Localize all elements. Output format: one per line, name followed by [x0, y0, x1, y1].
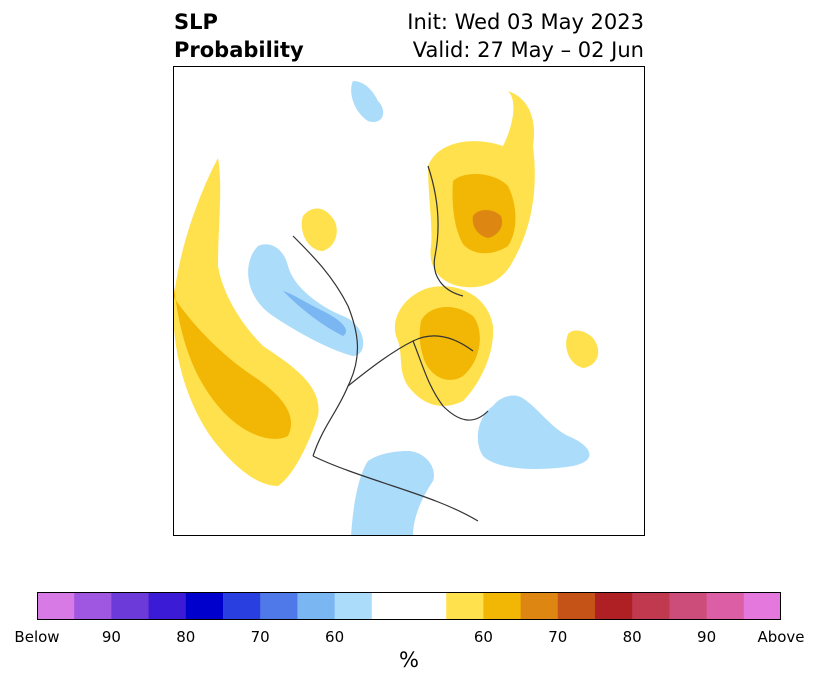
valid-date: Valid: 27 May – 02 Jun — [412, 38, 644, 62]
colorbar-swatch — [446, 592, 484, 620]
colorbar-swatch — [483, 592, 522, 620]
title-line-2: Probability — [174, 38, 304, 62]
colorbar-swatch — [743, 592, 781, 620]
shade-siberia-below — [351, 81, 384, 122]
colorbar-swatch — [148, 592, 187, 620]
colorbar-swatch — [669, 592, 708, 620]
shade-atlantic-below — [477, 395, 590, 469]
init-date: Init: Wed 03 May 2023 — [407, 10, 644, 34]
colorbar-swatch — [557, 592, 596, 620]
shade-greenland-above-inner — [419, 306, 480, 380]
shade-us-below — [351, 451, 434, 536]
shade-canada-above — [301, 208, 337, 251]
shade-europe-above-core — [472, 210, 503, 238]
colorbar-swatch — [520, 592, 559, 620]
colorbar-tick-label: Below — [14, 628, 60, 646]
colorbar-swatch — [185, 592, 224, 620]
colorbar-swatch — [706, 592, 745, 620]
colorbar-units-label: % — [399, 648, 419, 672]
colorbar-tick-label: 80 — [622, 628, 642, 646]
colorbar-swatch — [260, 592, 298, 620]
colorbar-swatch — [334, 592, 373, 620]
colorbar-tick-label: 60 — [473, 628, 493, 646]
colorbar-swatch — [409, 592, 447, 620]
shade-pacific-above-inner — [173, 276, 292, 439]
title-line-1: SLP — [174, 10, 218, 34]
title-block: SLP Probability — [174, 8, 304, 64]
probability-map — [173, 66, 645, 536]
colorbar-tick-label: 80 — [176, 628, 196, 646]
colorbar-swatch — [74, 592, 112, 620]
colorbar-tick-label: 60 — [325, 628, 345, 646]
colorbar-swatch — [111, 592, 150, 620]
coastlines — [292, 165, 489, 522]
colorbar-swatch — [297, 592, 336, 620]
shade-east-above — [566, 330, 599, 368]
colorbar-border — [37, 592, 781, 620]
colorbar-swatch — [632, 592, 670, 620]
colorbar-tick-label: 70 — [250, 628, 270, 646]
colorbar-tick-label: Above — [757, 628, 805, 646]
colorbar-tick-label: 70 — [548, 628, 568, 646]
colorbar-swatch — [595, 592, 633, 620]
date-block: Init: Wed 03 May 2023 Valid: 27 May – 02… — [407, 8, 644, 64]
colorbar — [37, 592, 781, 620]
colorbar-tick-label: 90 — [697, 628, 717, 646]
colorbar-swatch — [223, 592, 261, 620]
colorbar-swatch — [371, 592, 410, 620]
shade-alaska-below-inner — [283, 291, 347, 336]
colorbar-tick-label: 90 — [101, 628, 121, 646]
colorbar-swatch — [37, 592, 75, 620]
